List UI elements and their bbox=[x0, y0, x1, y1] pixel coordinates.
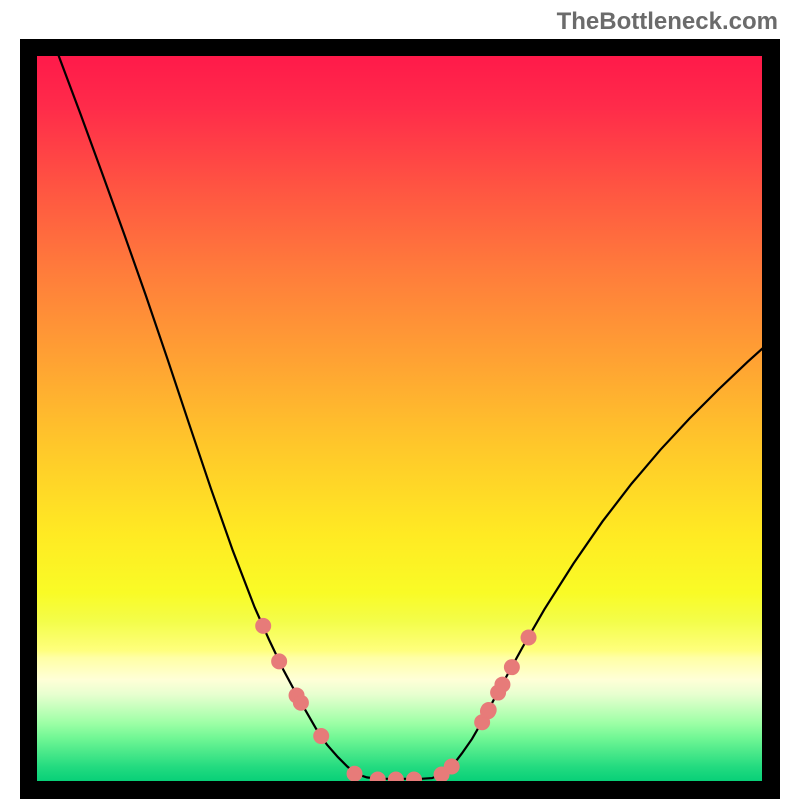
data-marker bbox=[481, 702, 496, 717]
data-marker bbox=[256, 618, 271, 633]
plot-area bbox=[37, 56, 762, 781]
data-marker bbox=[504, 660, 519, 675]
data-marker bbox=[444, 759, 459, 774]
watermark-text: TheBottleneck.com bbox=[557, 8, 778, 36]
chart-svg bbox=[37, 56, 762, 781]
data-marker bbox=[521, 630, 536, 645]
chart-frame bbox=[20, 39, 780, 799]
data-marker bbox=[314, 729, 329, 744]
data-marker bbox=[495, 677, 510, 692]
gradient-background bbox=[37, 56, 762, 781]
data-marker bbox=[347, 766, 362, 781]
data-marker bbox=[272, 654, 287, 669]
data-marker bbox=[293, 695, 308, 710]
chart-container: TheBottleneck.com bbox=[0, 0, 800, 800]
